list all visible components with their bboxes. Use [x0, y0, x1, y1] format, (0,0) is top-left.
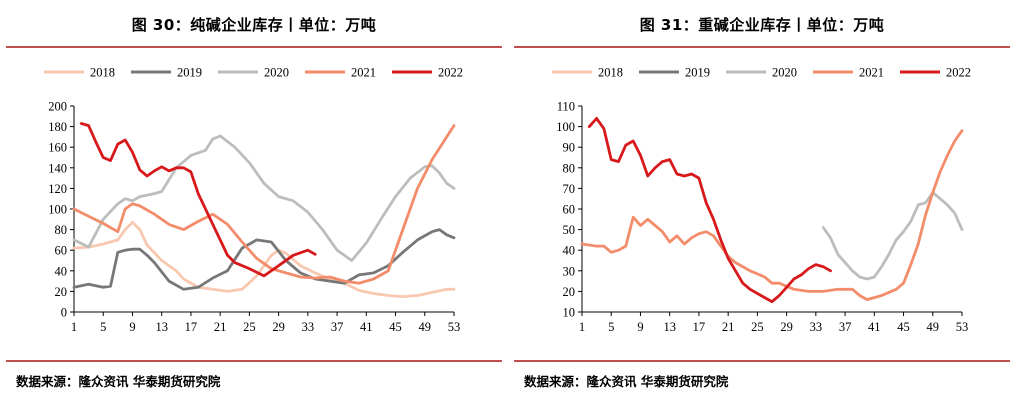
- y-tick-label: 90: [563, 141, 576, 155]
- series-line-2021: [580, 129, 964, 301]
- title-divider: [514, 46, 1010, 48]
- series-line-2020: [821, 191, 964, 281]
- series-line-2022: [79, 122, 317, 278]
- x-tick-label: 13: [155, 320, 168, 334]
- y-tick-label: 200: [48, 100, 67, 114]
- footer-divider: [514, 360, 1010, 362]
- x-tick-label: 21: [214, 320, 227, 334]
- y-tick-label: 40: [563, 244, 576, 258]
- y-tick-label: 0: [61, 306, 67, 320]
- y-tick-label: 10: [563, 306, 576, 320]
- y-tick-label: 100: [48, 203, 67, 217]
- chart-panel-heavy-inventory: 图 31：重碱企业库存丨单位：万吨 2018 2019 2020 2021 2022 10…: [514, 0, 1010, 402]
- y-tick-label: 60: [55, 244, 68, 258]
- y-tick-label: 20: [563, 285, 576, 299]
- chart-title: 图 30：纯碱企业库存丨单位：万吨: [131, 16, 377, 34]
- x-tick-label: 17: [693, 320, 706, 334]
- legend-label-2022: 2022: [438, 66, 463, 80]
- x-tick-label: 49: [419, 320, 432, 334]
- series-line-2018: [72, 221, 456, 298]
- y-tick-label: 160: [48, 141, 67, 155]
- x-tick-label: 17: [185, 320, 198, 334]
- source-note: 数据来源：隆众资讯 华泰期货研究院: [524, 374, 729, 389]
- y-tick-label: 50: [563, 223, 576, 237]
- line-chart-soda-ash-inventory: 2018 2019 2020 2021 2022 0 20 40 60 80 100 120 140 16…: [44, 66, 463, 334]
- x-tick-label: 29: [272, 320, 285, 334]
- footer-divider: [6, 360, 502, 362]
- x-tick-label: 5: [100, 320, 106, 334]
- source-note: 数据来源：隆众资讯 华泰期货研究院: [16, 374, 221, 389]
- y-tick-label: 20: [55, 285, 68, 299]
- y-tick-label: 120: [48, 182, 67, 196]
- x-tick-label: 1: [71, 320, 77, 334]
- series-line-2019: [72, 228, 456, 291]
- line-chart-heavy-soda-ash-inventory: 2018 2019 2020 2021 2022 10 20 30 40 50 60 70 80 90 10…: [552, 66, 971, 334]
- x-tick-label: 33: [810, 320, 823, 334]
- x-tick-label: 37: [331, 320, 344, 334]
- x-tick-label: 9: [637, 320, 643, 334]
- y-tick-label: 30: [563, 264, 576, 278]
- title-divider: [6, 46, 502, 48]
- legend-label-2019: 2019: [685, 66, 710, 80]
- legend-label-2019: 2019: [177, 66, 202, 80]
- legend-label-2018: 2018: [90, 66, 115, 80]
- x-tick-label: 25: [243, 320, 256, 334]
- x-tick-label: 5: [608, 320, 614, 334]
- y-tick-label: 80: [563, 161, 576, 175]
- y-tick-label: 180: [48, 120, 67, 134]
- series-line-2021: [72, 124, 456, 285]
- x-tick-label: 45: [389, 320, 402, 334]
- x-tick-label: 13: [663, 320, 676, 334]
- x-tick-label: 21: [722, 320, 735, 334]
- x-tick-label: 33: [302, 320, 315, 334]
- x-tick-label: 45: [897, 320, 910, 334]
- legend-label-2018: 2018: [598, 66, 623, 80]
- y-tick-label: 40: [55, 264, 68, 278]
- x-tick-label: 9: [129, 320, 135, 334]
- series-line-2020: [72, 134, 456, 262]
- x-tick-label: 53: [956, 320, 969, 334]
- y-tick-label: 80: [55, 223, 68, 237]
- x-tick-label: 25: [751, 320, 764, 334]
- chart-panel-inventory: 图 30：纯碱企业库存丨单位：万吨 2018 2019 2020 2021 2022 0 2…: [6, 0, 502, 402]
- y-tick-label: 140: [48, 161, 67, 175]
- legend-label-2020: 2020: [772, 66, 797, 80]
- x-tick-label: 41: [868, 320, 881, 334]
- x-tick-label: 29: [780, 320, 793, 334]
- x-tick-label: 53: [448, 320, 461, 334]
- legend-label-2020: 2020: [264, 66, 289, 80]
- x-tick-label: 1: [579, 320, 585, 334]
- chart-title: 图 31：重碱企业库存丨单位：万吨: [639, 16, 885, 34]
- x-tick-label: 41: [360, 320, 373, 334]
- legend-label-2021: 2021: [859, 66, 884, 80]
- x-tick-label: 37: [839, 320, 852, 334]
- y-tick-label: 110: [557, 100, 575, 114]
- y-tick-label: 100: [556, 120, 575, 134]
- legend-label-2022: 2022: [946, 66, 971, 80]
- legend-label-2021: 2021: [351, 66, 376, 80]
- y-tick-label: 60: [563, 203, 576, 217]
- series-line-2022: [587, 117, 832, 304]
- x-tick-label: 49: [927, 320, 940, 334]
- y-tick-label: 70: [563, 182, 576, 196]
